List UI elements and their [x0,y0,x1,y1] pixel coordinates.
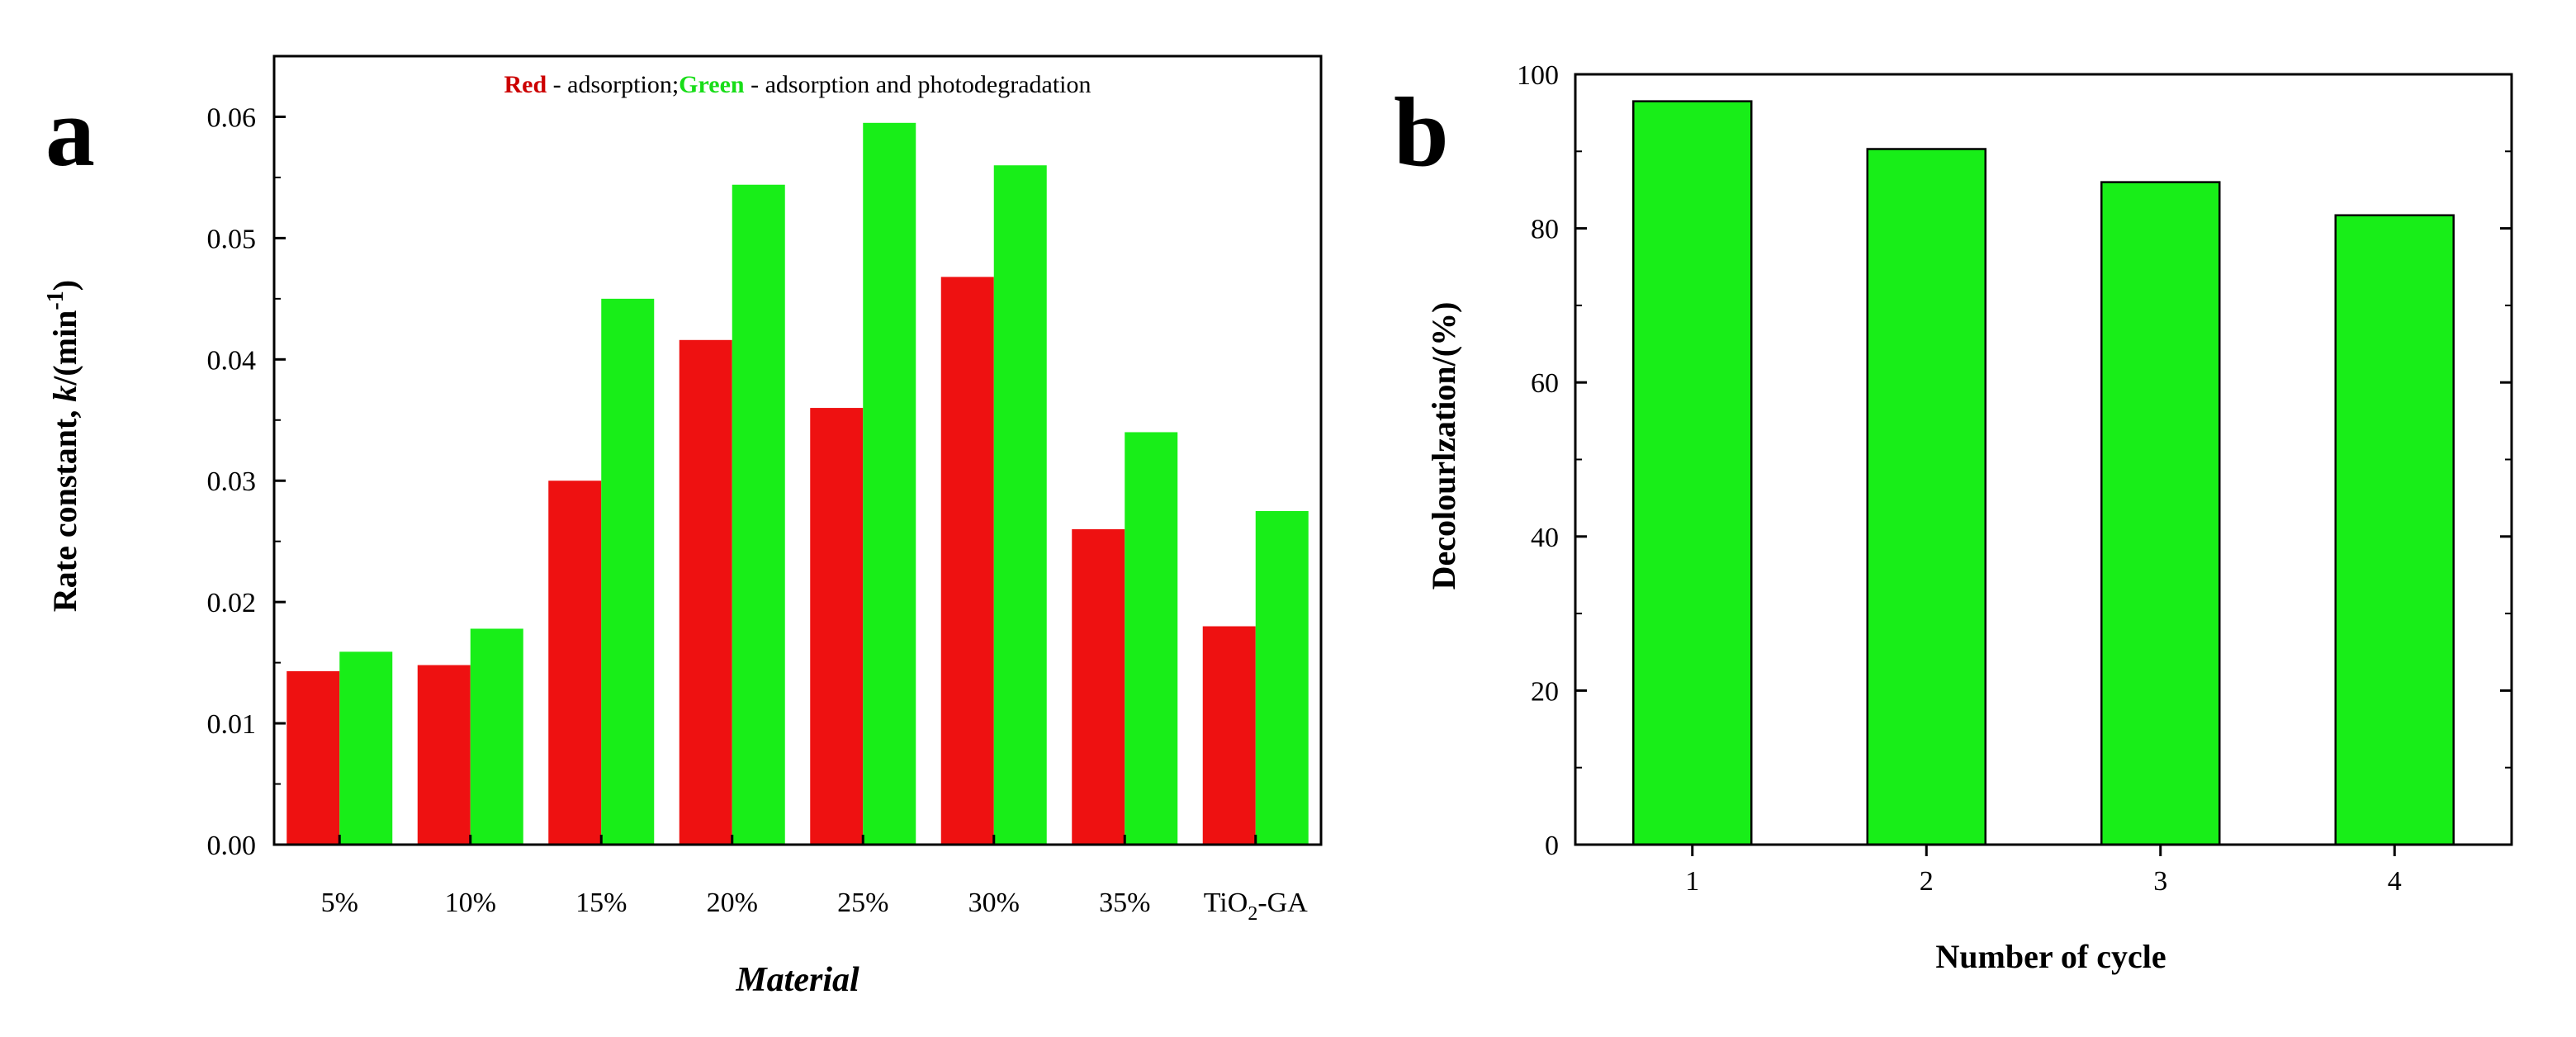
panel-b-plot-frame [1574,73,2513,846]
panel-a-bar-red-8 [1202,626,1256,845]
panel-a-ylabel-unit: /(min [46,310,83,386]
legend-key-red: Red [504,71,547,98]
panel-b-bar-4 [2334,214,2455,846]
panel-a-ylabel: Rate constant, k/(min-1) [43,280,83,612]
panel-a-bars [286,122,1309,845]
panel-a-bar-green-6 [993,165,1047,845]
panel-a-ytick-label: 0.05 [207,224,257,254]
panel-a-ylabel-part-1: Rate constant, [46,402,83,612]
panel-b-xaxis: 1 2 3 4 [1685,845,2402,897]
panel-b-xtick-label: 4 [2388,866,2402,897]
panel-a-xlabel: Material [735,961,859,999]
panel-b-ytick-label: 80 [1531,215,1559,245]
panel-b-xtick-label: 1 [1685,866,1699,897]
panel-b-ytick-label: 40 [1531,523,1559,553]
panel-a-xtick-label: 5% [321,888,358,918]
panel-a-ytick-label: 0.01 [207,709,257,740]
panel-b-ytick-label: 100 [1517,60,1559,91]
panel-a-xtick-label: 15% [575,888,627,918]
panel-b-bars [1632,100,2455,846]
panel-a-bar-green-8 [1255,510,1309,845]
panel-b-ytick-label: 0 [1545,831,1559,861]
panel-a-ylabel-k: k [46,386,83,402]
panel-a-bar-green-1 [339,651,393,845]
panel-a-bar-red-4 [679,339,732,845]
panel-b-bar-1 [1632,100,1753,846]
panel-a-ytick-label: 0.03 [207,466,257,497]
panel-a-bar-green-5 [863,122,916,845]
panel-a-ytick-label: 0.04 [207,345,257,376]
panel-a-bar-red-7 [1072,529,1125,845]
panel-a-bar-red-1 [286,670,340,845]
panel-a-plot-frame [272,54,1323,846]
panel-a-letter: a [45,77,95,187]
panel-a-bar-green-2 [470,628,523,845]
legend-key-green: Green [679,71,745,98]
panel-b-ytick-label: 20 [1531,676,1559,707]
panel-a-bar-red-6 [940,277,994,845]
panel-a-xtick-label: TiO2-GA [1204,888,1308,925]
legend-text-red: - adsorption; [547,71,679,98]
chart-panel-b: b Decolourlzation/(%) Number of cycle 0 2… [1394,60,2513,975]
panel-a-ylabel-close: ) [46,280,83,291]
panel-a-bar-red-5 [810,408,864,845]
panel-b-letter: b [1394,77,1449,187]
panel-a-bar-red-2 [417,665,471,845]
panel-a-xtick-label: 35% [1099,888,1150,918]
panel-a-bar-green-4 [732,184,785,845]
panel-a-bar-red-3 [548,481,602,845]
panel-a-xtick-label: 30% [968,888,1020,918]
panel-b-bar-3 [2100,181,2221,846]
panel-a-ytick-label: 0.02 [207,588,257,618]
panel-a-ylabel-exponent: -1 [43,291,69,310]
panel-b-bar-2 [1866,148,1986,846]
panel-a-ytick-label: 0.00 [207,831,257,861]
chart-panel-a: a Rate constant, k/(min-1) Material Red … [43,54,1323,999]
panel-b-xlabel: Number of cycle [1935,938,2166,975]
panel-a-xtick-label: 20% [707,888,758,918]
panel-a-ytick-label: 0.06 [207,102,257,133]
panel-b-ylabel: Decolourlzation/(%) [1425,302,1462,590]
panel-b-xtick-label: 2 [1920,866,1934,897]
panel-a-xtick-label: 10% [445,888,496,918]
panel-a-xtick-label: 25% [837,888,888,918]
panel-b-yaxis: 0 20 40 60 80 100 [1517,60,2512,861]
panel-b-xtick-label: 3 [2153,866,2167,897]
panel-a-bar-green-3 [601,298,655,845]
panel-a-legend: Red - adsorption;Green - adsorption and … [504,71,1091,98]
panel-a-xaxis: 5% 10% 15% 20% 25% 30% 35% TiO2-GA [321,835,1308,925]
panel-a-yaxis: 0.00 0.01 0.02 0.03 0.04 0.05 0.06 [207,102,286,861]
panel-a-bar-green-7 [1125,432,1178,845]
legend-text-green: - adsorption and photodegradation [745,71,1091,98]
panel-b-ytick-label: 60 [1531,368,1559,399]
